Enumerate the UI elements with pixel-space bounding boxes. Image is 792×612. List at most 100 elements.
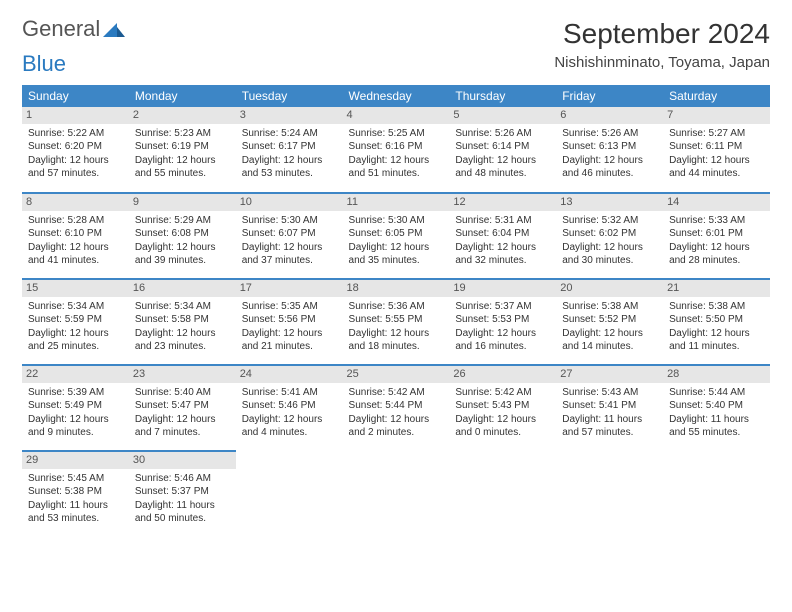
day-info: Sunrise: 5:33 AMSunset: 6:01 PMDaylight:… [669,214,764,268]
day-info: Sunrise: 5:22 AMSunset: 6:20 PMDaylight:… [28,127,123,181]
page-title: September 2024 [554,18,770,50]
day-number: 18 [343,280,450,297]
day-number: 21 [663,280,770,297]
sunset-line: Sunset: 5:49 PM [28,399,123,413]
day-number: 13 [556,194,663,211]
day-number: 30 [129,452,236,469]
daylight-line: Daylight: 12 hours and 55 minutes. [135,154,230,181]
sunrise-line: Sunrise: 5:35 AM [242,300,337,314]
day-info: Sunrise: 5:26 AMSunset: 6:13 PMDaylight:… [562,127,657,181]
weekday-header: Friday [556,85,663,107]
daylight-line: Daylight: 11 hours and 50 minutes. [135,499,230,526]
day-info: Sunrise: 5:44 AMSunset: 5:40 PMDaylight:… [669,386,764,440]
calendar-cell: 29Sunrise: 5:45 AMSunset: 5:38 PMDayligh… [22,451,129,537]
title-block: September 2024 Nishishinminato, Toyama, … [554,18,770,71]
calendar-row: 29Sunrise: 5:45 AMSunset: 5:38 PMDayligh… [22,451,770,537]
sunset-line: Sunset: 6:04 PM [455,227,550,241]
day-number: 15 [22,280,129,297]
day-info: Sunrise: 5:34 AMSunset: 5:58 PMDaylight:… [135,300,230,354]
sunset-line: Sunset: 6:08 PM [135,227,230,241]
sunrise-line: Sunrise: 5:34 AM [28,300,123,314]
day-number: 26 [449,366,556,383]
daylight-line: Daylight: 12 hours and 4 minutes. [242,413,337,440]
sunset-line: Sunset: 6:10 PM [28,227,123,241]
day-number: 1 [22,107,129,124]
sunset-line: Sunset: 6:01 PM [669,227,764,241]
day-info: Sunrise: 5:28 AMSunset: 6:10 PMDaylight:… [28,214,123,268]
logo: General [22,18,125,40]
day-number: 19 [449,280,556,297]
calendar-cell: 10Sunrise: 5:30 AMSunset: 6:07 PMDayligh… [236,193,343,279]
sunset-line: Sunset: 5:47 PM [135,399,230,413]
daylight-line: Daylight: 11 hours and 53 minutes. [28,499,123,526]
day-info: Sunrise: 5:38 AMSunset: 5:52 PMDaylight:… [562,300,657,354]
daylight-line: Daylight: 12 hours and 57 minutes. [28,154,123,181]
sunset-line: Sunset: 5:56 PM [242,313,337,327]
sunset-line: Sunset: 6:11 PM [669,140,764,154]
day-info: Sunrise: 5:43 AMSunset: 5:41 PMDaylight:… [562,386,657,440]
sunrise-line: Sunrise: 5:33 AM [669,214,764,228]
calendar-cell: 22 Sunrise: 5:39 AMSunset: 5:49 PMDayligh… [22,365,129,451]
sunset-line: Sunset: 5:37 PM [135,485,230,499]
day-info: Sunrise: 5:38 AMSunset: 5:50 PMDaylight:… [669,300,764,354]
daylight-line: Daylight: 12 hours and 18 minutes. [349,327,444,354]
weekday-header: Thursday [449,85,556,107]
sunset-line: Sunset: 6:13 PM [562,140,657,154]
day-info: Sunrise: 5:30 AMSunset: 6:07 PMDaylight:… [242,214,337,268]
day-number: 22 [22,366,129,383]
daylight-line: Daylight: 12 hours and 37 minutes. [242,241,337,268]
calendar-cell: 4Sunrise: 5:25 AMSunset: 6:16 PMDaylight… [343,107,450,193]
calendar-cell: 19Sunrise: 5:37 AMSunset: 5:53 PMDayligh… [449,279,556,365]
sunrise-line: Sunrise: 5:39 AM [28,386,123,400]
daylight-line: Daylight: 12 hours and 51 minutes. [349,154,444,181]
sunset-line: Sunset: 5:59 PM [28,313,123,327]
calendar-cell: 18Sunrise: 5:36 AMSunset: 5:55 PMDayligh… [343,279,450,365]
sunset-line: Sunset: 5:55 PM [349,313,444,327]
calendar-cell [343,451,450,537]
sunrise-line: Sunrise: 5:23 AM [135,127,230,141]
daylight-line: Daylight: 12 hours and 46 minutes. [562,154,657,181]
calendar-cell [236,451,343,537]
calendar-cell [556,451,663,537]
day-info: Sunrise: 5:35 AMSunset: 5:56 PMDaylight:… [242,300,337,354]
daylight-line: Daylight: 12 hours and 16 minutes. [455,327,550,354]
day-number: 7 [663,107,770,124]
page-subtitle: Nishishinminato, Toyama, Japan [554,54,770,71]
calendar-cell: 7Sunrise: 5:27 AMSunset: 6:11 PMDaylight… [663,107,770,193]
sunrise-line: Sunrise: 5:38 AM [562,300,657,314]
sunrise-line: Sunrise: 5:43 AM [562,386,657,400]
sunset-line: Sunset: 5:46 PM [242,399,337,413]
day-info: Sunrise: 5:46 AMSunset: 5:37 PMDaylight:… [135,472,230,526]
day-number: 12 [449,194,556,211]
calendar-cell: 12Sunrise: 5:31 AMSunset: 6:04 PMDayligh… [449,193,556,279]
calendar-cell: 1 Sunrise: 5:22 AMSunset: 6:20 PMDaylight… [22,107,129,193]
calendar-cell: 17Sunrise: 5:35 AMSunset: 5:56 PMDayligh… [236,279,343,365]
calendar-cell: 13Sunrise: 5:32 AMSunset: 6:02 PMDayligh… [556,193,663,279]
calendar-cell: 16Sunrise: 5:34 AMSunset: 5:58 PMDayligh… [129,279,236,365]
daylight-line: Daylight: 12 hours and 53 minutes. [242,154,337,181]
day-number: 5 [449,107,556,124]
daylight-line: Daylight: 12 hours and 21 minutes. [242,327,337,354]
calendar-cell: 23Sunrise: 5:40 AMSunset: 5:47 PMDayligh… [129,365,236,451]
calendar-row: 1 Sunrise: 5:22 AMSunset: 6:20 PMDaylight… [22,107,770,193]
day-number: 11 [343,194,450,211]
logo-triangle-icon [103,21,125,37]
day-info: Sunrise: 5:34 AMSunset: 5:59 PMDaylight:… [28,300,123,354]
sunrise-line: Sunrise: 5:25 AM [349,127,444,141]
day-info: Sunrise: 5:41 AMSunset: 5:46 PMDaylight:… [242,386,337,440]
sunset-line: Sunset: 5:58 PM [135,313,230,327]
sunrise-line: Sunrise: 5:30 AM [242,214,337,228]
sunset-line: Sunset: 5:44 PM [349,399,444,413]
calendar-cell [449,451,556,537]
sunrise-line: Sunrise: 5:31 AM [455,214,550,228]
sunrise-line: Sunrise: 5:42 AM [349,386,444,400]
sunrise-line: Sunrise: 5:26 AM [455,127,550,141]
sunrise-line: Sunrise: 5:29 AM [135,214,230,228]
calendar-cell: 9Sunrise: 5:29 AMSunset: 6:08 PMDaylight… [129,193,236,279]
sunrise-line: Sunrise: 5:34 AM [135,300,230,314]
calendar-table: Sunday Monday Tuesday Wednesday Thursday… [22,85,770,537]
sunset-line: Sunset: 5:38 PM [28,485,123,499]
sunrise-line: Sunrise: 5:41 AM [242,386,337,400]
daylight-line: Daylight: 12 hours and 23 minutes. [135,327,230,354]
daylight-line: Daylight: 12 hours and 9 minutes. [28,413,123,440]
